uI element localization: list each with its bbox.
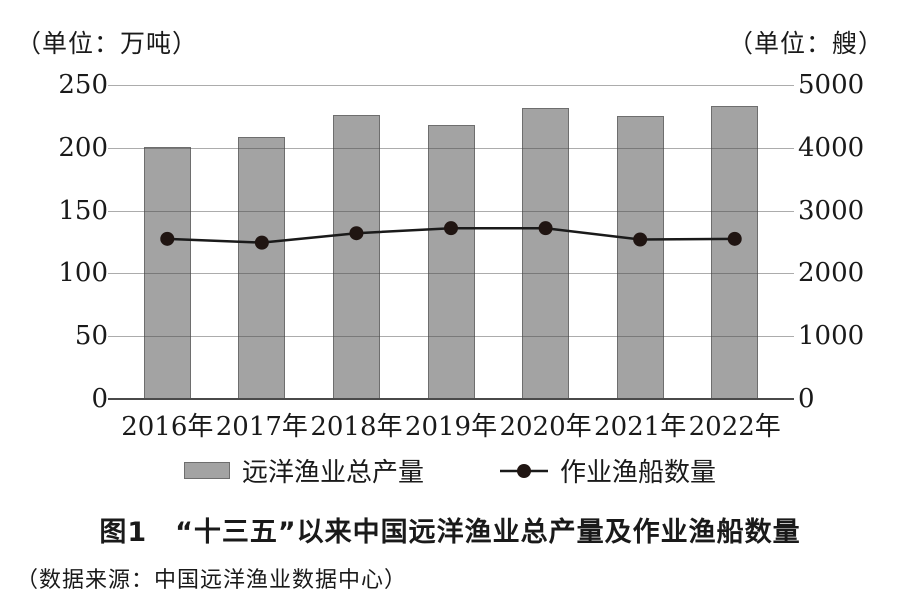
x-axis-label: 2022年 (688, 412, 781, 442)
bar-2018年 (332, 115, 380, 399)
right-axis-tick-label: 4000 (798, 132, 865, 163)
line-series-vessels (160, 221, 742, 250)
bar-2019年 (427, 125, 475, 399)
bar-2016年 (143, 146, 191, 399)
vessels-point-2022年 (727, 231, 742, 246)
left-axis-tick-label: 200 (58, 132, 108, 163)
vessels-point-2018年 (349, 226, 364, 241)
x-axis-label: 2019年 (404, 412, 498, 442)
data-source-note: （数据来源：中国远洋渔业数据中心） (16, 568, 408, 593)
right-axis-tick-label: 1000 (798, 321, 865, 352)
right-axis-tick-label: 3000 (798, 195, 865, 226)
x-axis-label: 2017年 (215, 412, 308, 442)
x-axis-label: 2016年 (121, 412, 214, 442)
left-axis-tick-label: 0 (91, 384, 108, 414)
legend-item-production: 远洋渔业总产量 (183, 452, 424, 489)
legend-item-vessels: 作业渔船数量 (500, 452, 716, 489)
grid-line (108, 273, 794, 275)
x-axis-label: 2018年 (310, 412, 403, 442)
legend-label-production: 远洋渔业总产量 (241, 458, 424, 488)
vessels-point-2016年 (160, 231, 175, 246)
left-axis-tick-label: 150 (58, 195, 108, 226)
vessels-point-2021年 (633, 232, 648, 247)
grid-line (108, 85, 794, 86)
x-axis-line (108, 398, 794, 400)
grid-line (108, 336, 794, 338)
right-axis-unit-label: （单位：艘） (727, 29, 884, 58)
left-axis-unit-label: （单位：万吨） (16, 29, 199, 58)
bar-2017年 (238, 136, 286, 399)
right-axis-tick-label: 2000 (798, 258, 865, 289)
vessels-point-2019年 (444, 221, 458, 236)
line-dot-icon (500, 461, 548, 481)
bar-swatch-icon (183, 462, 230, 479)
grid-line (108, 210, 794, 212)
legend-label-vessels: 作业渔船数量 (560, 458, 717, 488)
vessels-point-2017年 (254, 235, 269, 250)
left-axis-tick-label: 100 (58, 258, 108, 289)
grid-line (108, 147, 794, 149)
bar-2022年 (711, 106, 759, 399)
right-axis-tick-label: 5000 (798, 70, 865, 100)
legend: 远洋渔业总产量 作业渔船数量 (0, 452, 900, 489)
x-axis-label: 2021年 (594, 412, 687, 442)
bar-2021年 (616, 116, 664, 399)
figure-caption: 图1 “十三五”以来中国远洋渔业总产量及作业渔船数量 (99, 517, 801, 548)
vessels-point-2020年 (538, 221, 553, 236)
left-axis-tick-label: 50 (74, 321, 108, 352)
bar-2020年 (522, 107, 570, 399)
x-axis-label: 2020年 (499, 412, 592, 442)
left-axis-tick-label: 250 (58, 70, 108, 100)
right-axis-tick-label: 0 (798, 384, 815, 414)
plot-area (108, 85, 794, 400)
